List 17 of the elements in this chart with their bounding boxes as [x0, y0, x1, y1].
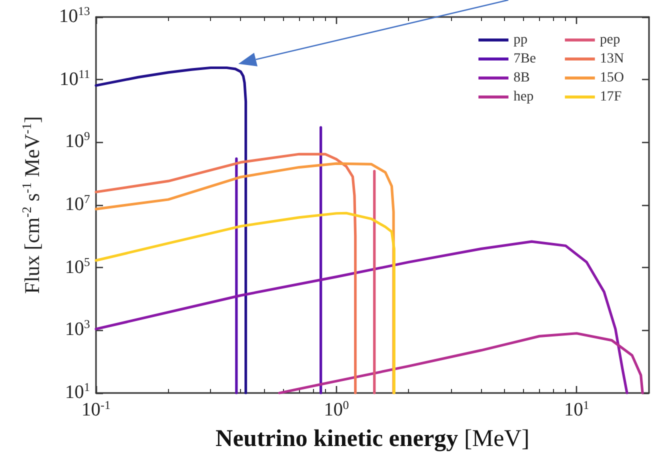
y-tick-label: 10$^{1}$ — [65, 380, 90, 403]
y-tick-label: 10$^{9}$ — [65, 129, 90, 154]
y-tick-label: 10$^{5}$ — [65, 254, 90, 280]
y-tick-label: 10$^{13}$ — [59, 4, 90, 29]
legend-label: hep — [513, 90, 534, 104]
y-tick-label: 10$^{11}$ — [59, 66, 90, 92]
legend-label: pep — [600, 32, 620, 48]
legend-label: pp — [513, 32, 528, 48]
y-tick-label: 10$^{3}$ — [65, 317, 90, 342]
y-axis-title: Flux [cm-2 s-1 MeV-1] — [19, 116, 44, 294]
legend-label: 17F — [600, 90, 622, 104]
legend-label: 8B — [513, 70, 530, 86]
legend-label: 7Be — [513, 52, 536, 66]
x-axis-title: Neutrino kinetic energy [MeV] — [216, 426, 530, 452]
legend-label: 13N — [600, 52, 624, 66]
legend-label: 15O — [600, 70, 624, 86]
y-tick-label: 10$^{7}$ — [65, 192, 90, 217]
